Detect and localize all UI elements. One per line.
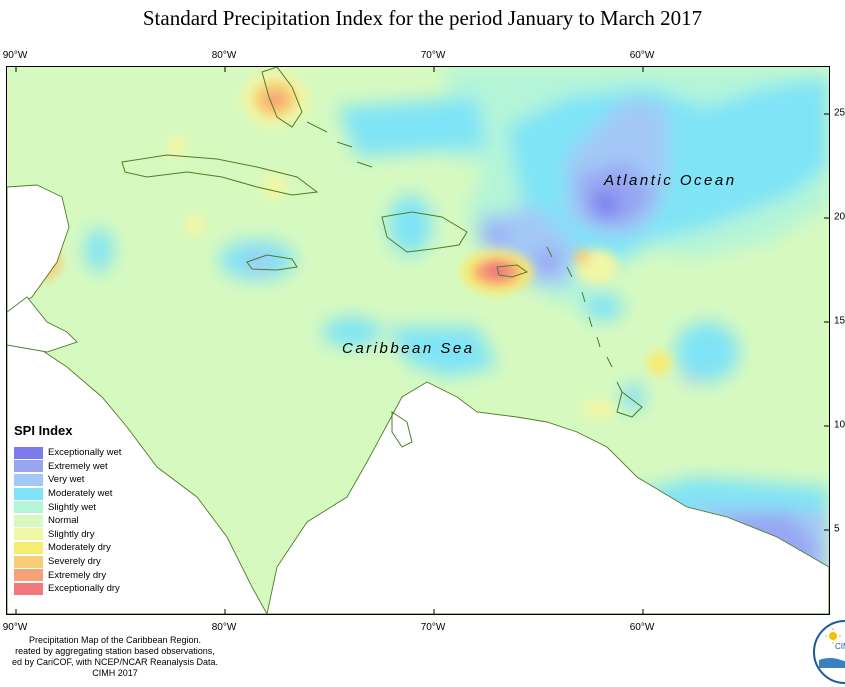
legend-label: Exceptionally dry xyxy=(48,583,120,595)
logo-text: CIM xyxy=(835,642,845,651)
legend-item: Slightly dry xyxy=(14,528,164,542)
legend-label: Extremely dry xyxy=(48,569,107,581)
legend-item: Very wet xyxy=(14,473,164,487)
cimh-logo: CIM xyxy=(813,620,845,684)
legend-swatch xyxy=(14,487,43,500)
legend-swatch xyxy=(14,446,43,459)
legend-item: Extremely wet xyxy=(14,460,164,474)
legend-label: Normal xyxy=(48,515,79,527)
legend-swatch xyxy=(14,555,43,568)
legend-item: Exceptionally wet xyxy=(14,446,164,460)
sun-icon xyxy=(819,628,845,668)
legend-item: Extremely dry xyxy=(14,568,164,582)
credit-line: Precipitation Map of the Caribbean Regio… xyxy=(28,635,202,645)
legend-item: Slightly wet xyxy=(14,500,164,514)
island-outlines xyxy=(121,67,643,448)
legend-swatch xyxy=(14,473,43,486)
right-lat-label: 25 xyxy=(834,107,845,119)
legend-label: Slightly dry xyxy=(48,528,95,540)
top-lon-label: 70°W xyxy=(420,50,446,61)
legend-swatch xyxy=(14,569,43,582)
legend-swatch xyxy=(14,582,43,595)
right-lat-label: 20 xyxy=(834,211,845,223)
legend-label: Extremely wet xyxy=(48,460,108,472)
legend-item: Normal xyxy=(14,514,164,528)
credit-line: ed by CariCOF, with NCEP/NCAR Reanalysis… xyxy=(11,657,219,667)
legend-label: Exceptionally wet xyxy=(48,447,122,459)
spi-legend: SPI Index Exceptionally wet Extremely wet… xyxy=(14,423,164,596)
credit-line: CIMH 2017 xyxy=(92,668,138,678)
bottom-lon-label: 60°W xyxy=(629,622,655,633)
legend-label: Moderately wet xyxy=(48,488,113,500)
legend-label: Moderately dry xyxy=(48,542,111,554)
right-lat-label: 5 xyxy=(834,523,840,535)
land-outline xyxy=(7,184,829,614)
top-lon-label: 80°W xyxy=(211,50,237,61)
caribbean-sea-label: Caribbean Sea xyxy=(342,340,475,357)
legend-swatch xyxy=(14,501,43,514)
map-canvas[interactable] xyxy=(6,66,830,615)
top-lon-label: 90°W xyxy=(2,50,28,61)
legend-item: Severely dry xyxy=(14,555,164,569)
top-lon-label: 60°W xyxy=(629,50,655,61)
right-lat-label: 10 xyxy=(834,419,845,431)
spi-map-graphic xyxy=(7,67,829,614)
legend-item: Exceptionally dry xyxy=(14,582,164,596)
legend-item: Moderately dry xyxy=(14,541,164,555)
legend-swatch xyxy=(14,514,43,527)
legend-item: Moderately wet xyxy=(14,487,164,501)
bottom-lon-label: 80°W xyxy=(211,622,237,633)
legend-label: Very wet xyxy=(48,474,85,486)
legend-label: Slightly wet xyxy=(48,501,97,513)
legend-swatch xyxy=(14,528,43,541)
bottom-lon-label: 90°W xyxy=(2,622,28,633)
legend-swatch xyxy=(14,460,43,473)
legend-title: SPI Index xyxy=(14,423,73,438)
map-title: Standard Precipitation Index for the per… xyxy=(142,6,703,30)
legend-label: Severely dry xyxy=(48,556,101,568)
atlantic-ocean-label: Atlantic Ocean xyxy=(604,172,737,189)
legend-swatch xyxy=(14,541,43,554)
right-lat-label: 15 xyxy=(834,315,845,327)
graticule-ticks xyxy=(15,67,829,614)
credit-line: reated by aggregating station based obse… xyxy=(15,646,215,656)
bottom-lon-label: 70°W xyxy=(420,622,446,633)
